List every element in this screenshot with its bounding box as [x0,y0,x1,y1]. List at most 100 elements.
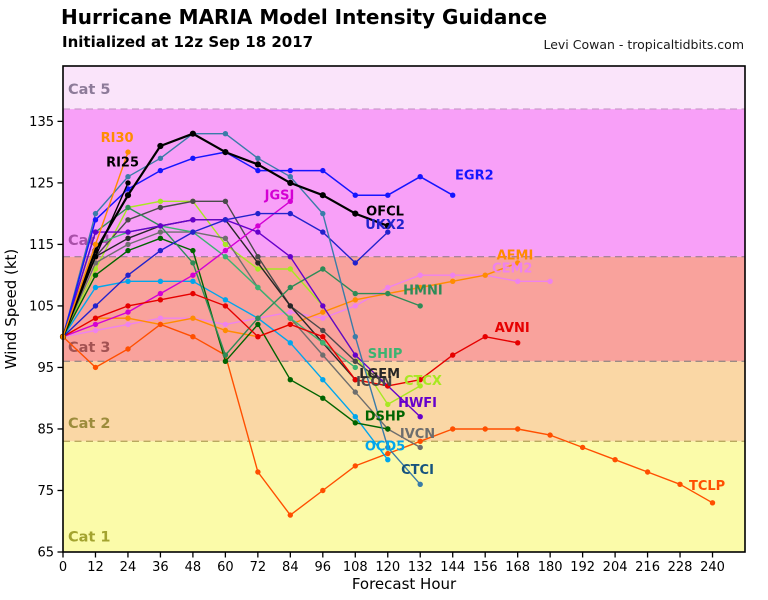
series-marker-cem2 [450,272,456,278]
y-tick-label: 105 [29,299,54,314]
series-marker-ukx2 [385,229,391,235]
series-marker-egr2 [385,192,391,198]
series-marker-icon [157,204,164,211]
x-tick-label: 216 [635,560,660,575]
series-label-lgem: LGEM [359,367,400,382]
band-cat-3 [63,256,745,362]
series-marker-cem2 [320,315,326,321]
series-marker-ivcn [157,229,164,235]
series-marker-tclp [450,426,456,432]
series-marker-hwfi [190,217,196,223]
series-marker-ocd5 [287,340,293,346]
series-marker-egr2 [450,192,456,198]
series-marker-egr2 [320,167,326,174]
x-tick-label: 36 [152,560,169,575]
series-marker-hwfi [157,223,164,229]
y-tick-label: 115 [29,238,54,253]
series-marker-hmni [417,303,423,309]
series-marker-avni [157,297,164,303]
series-marker-ctcx [287,266,293,272]
series-marker-ocd5 [157,278,164,284]
series-marker-lgem [125,235,131,241]
series-marker-avni [450,352,456,358]
series-marker-ctci [92,210,99,217]
series-label-ocd5: OCD5 [365,440,405,455]
series-marker-hmni [287,284,293,291]
series-marker-avni [190,290,196,297]
series-marker-ukx2 [157,247,164,254]
x-tick-label: 108 [343,560,368,575]
series-marker-ofcl [222,149,229,156]
series-marker-ukx2 [92,303,99,309]
series-marker-ocd5 [92,284,99,291]
series-marker-dshp [190,247,196,254]
series-marker-cem2 [417,272,423,278]
x-tick-label: 12 [87,560,104,575]
series-marker-ofcl [352,210,359,217]
series-marker-aemi [482,272,488,278]
series-marker-tclp [417,438,423,444]
x-tick-label: 168 [505,560,530,575]
series-marker-tclp [255,469,261,475]
series-marker-hwfi [352,352,358,358]
series-marker-ctci [125,174,131,180]
series-marker-egr2 [190,155,196,161]
series-marker-cem2 [222,321,229,328]
series-marker-ctci [352,334,358,340]
series-marker-jgsi [125,309,131,315]
series-marker-ocd5 [190,278,196,284]
y-tick-label: 95 [37,361,54,376]
series-marker-icon [255,254,261,260]
series-marker-hwfi [125,229,131,235]
x-tick-label: 228 [668,560,693,575]
series-marker-aemi [320,309,326,315]
series-label-hwfi: HWFI [398,396,437,411]
band-cat-5 [63,66,745,110]
series-marker-jgsi [287,198,293,204]
series-marker-lgem [287,303,293,309]
x-tick-label: 24 [120,560,137,575]
y-tick-label: 65 [37,546,54,561]
series-marker-hmni [320,266,326,272]
series-marker-tclp [190,334,196,340]
page-title: Hurricane MARIA Model Intensity Guidance [61,5,548,29]
series-marker-ctcx [385,401,391,408]
series-marker-avni [482,334,488,340]
series-marker-ukx2 [255,210,261,217]
series-marker-avni [287,321,293,328]
x-tick-label: 48 [185,560,202,575]
series-marker-ocd5 [352,414,358,420]
series-label-dshp: DSHP [365,410,406,425]
series-marker-cem2 [125,321,131,328]
series-marker-tclp [515,426,521,432]
series-label-ctcx: CTCX [404,374,442,389]
series-marker-hwfi [92,229,99,235]
series-marker-cem2 [547,278,553,284]
series-label-ri25: RI25 [106,155,139,170]
series-marker-dshp [157,235,164,241]
series-marker-tclp [385,450,391,457]
series-label-icon: ICON [356,375,392,390]
series-marker-aemi [125,315,131,321]
credit-text: Levi Cowan - tropicaltidbits.com [543,37,744,52]
x-tick-label: 192 [570,560,595,575]
series-marker-ri30 [125,149,131,155]
series-marker-ctci [417,481,423,487]
series-marker-dshp [352,420,358,426]
series-marker-avni [385,383,391,389]
series-marker-avni [515,340,521,346]
series-marker-ivcn [417,444,423,451]
series-marker-icon [222,198,229,204]
series-marker-cem2 [287,309,293,315]
series-label-ofcl: OFCL [366,205,404,220]
series-label-hmni: HMNI [403,283,443,298]
series-marker-ocd5 [222,297,229,303]
series-marker-icon [190,198,196,204]
series-label-ukx2: UKX2 [365,218,405,233]
series-marker-icon [320,327,326,334]
series-marker-hmni [385,290,391,297]
series-marker-icon [125,217,131,223]
page-subtitle: Initialized at 12z Sep 18 2017 [62,33,314,51]
series-marker-ukx2 [125,272,131,278]
